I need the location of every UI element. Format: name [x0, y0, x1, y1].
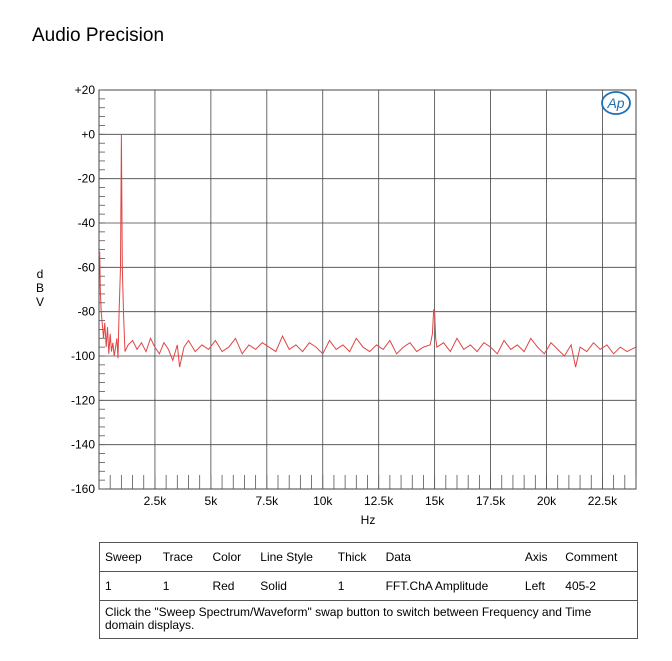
x-tick-label: 2.5k: [144, 494, 168, 508]
legend-row[interactable]: 1 1 Red Solid 1 FFT.ChA Amplitude Left 4…: [100, 571, 637, 601]
y-tick-label: -40: [78, 216, 96, 230]
legend-header: Thick: [332, 543, 381, 572]
y-tick-label: -160: [71, 482, 95, 496]
legend-cell: Red: [207, 571, 256, 601]
x-tick-label: 5k: [205, 494, 219, 508]
series-line: [98, 134, 637, 368]
legend-header: Comment: [560, 543, 637, 572]
legend-cell: Left: [519, 571, 561, 601]
y-tick-label: +20: [75, 83, 96, 97]
legend-header-row: Sweep Trace Color Line Style Thick Data …: [100, 543, 637, 572]
legend-header: Line Style: [255, 543, 333, 572]
x-tick-labels: 2.5k 5k 7.5k 10k 12.5k 15k 17.5k 20k 22.5k: [144, 494, 619, 508]
legend-header: Color: [207, 543, 256, 572]
trace-legend: Sweep Trace Color Line Style Thick Data …: [99, 542, 638, 639]
y-tick-label: +0: [81, 127, 95, 141]
legend-cell: FFT.ChA Amplitude: [380, 571, 520, 601]
legend-cell: 1: [332, 571, 381, 601]
svg-text:Ap: Ap: [606, 95, 624, 111]
x-tick-label: 10k: [313, 494, 333, 508]
y-tick-label: -60: [78, 260, 96, 274]
y-tick-label: -140: [71, 438, 95, 452]
x-tick-label: 15k: [425, 494, 445, 508]
x-tick-label: 22.5k: [588, 494, 618, 508]
y-tick-label: -120: [71, 393, 95, 407]
legend-cell: Solid: [255, 571, 333, 601]
x-tick-label: 12.5k: [364, 494, 394, 508]
legend-header: Sweep: [100, 543, 158, 572]
legend-header: Axis: [519, 543, 561, 572]
series-layer: [98, 134, 637, 368]
y-tick-label: -100: [71, 349, 95, 363]
y-tick-label: -80: [78, 305, 96, 319]
ylabel-d: d: [37, 267, 44, 281]
xlabel: Hz: [361, 513, 376, 527]
legend-header: Trace: [157, 543, 208, 572]
ap-logo: Ap: [601, 91, 631, 115]
legend-cell: 405-2: [560, 571, 637, 601]
minor-ticks: [98, 89, 637, 490]
x-tick-label: 17.5k: [476, 494, 506, 508]
ylabel-b: B: [36, 281, 44, 295]
legend-note: Click the "Sweep Spectrum/Waveform" swap…: [105, 605, 592, 632]
x-tick-label: 7.5k: [255, 494, 279, 508]
ylabel-v: V: [36, 295, 44, 309]
y-tick-label: -20: [78, 172, 96, 186]
legend-cell: 1: [157, 571, 208, 601]
legend-cell: 1: [100, 571, 158, 601]
y-tick-labels: +20 +0 -20 -40 -60 -80 -100 -120 -140 -160: [71, 83, 95, 496]
plot-area: [98, 89, 637, 490]
x-tick-label: 20k: [537, 494, 557, 508]
legend-header: Data: [380, 543, 520, 572]
spectrum-chart: +20 +0 -20 -40 -60 -80 -100 -120 -140 -160 2.5k 5k…: [36, 83, 637, 527]
app-title: Audio Precision: [32, 25, 165, 46]
